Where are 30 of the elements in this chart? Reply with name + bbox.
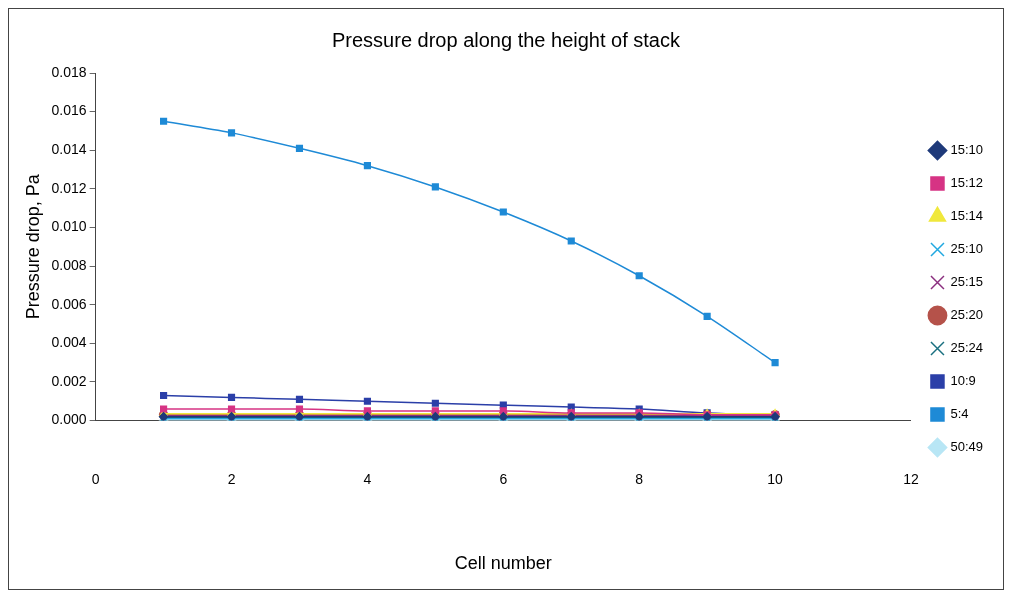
y-axis-title: Pressure drop, Pa [22, 173, 43, 320]
y-tick-label: 0.000 [51, 411, 87, 428]
legend-label: 15:12 [950, 175, 984, 191]
x-axis-title: Cell number [454, 553, 552, 574]
legend-label: 25:24 [950, 340, 984, 356]
x-tick-label: 4 [363, 470, 372, 487]
x-tick-label: 12 [903, 470, 919, 487]
y-tick-label: 0.012 [51, 179, 87, 196]
y-tick-label: 0.014 [51, 141, 87, 158]
legend-label: 10:9 [950, 373, 976, 389]
x-tick-label: 10 [767, 470, 784, 487]
y-tick-label: 0.008 [51, 256, 87, 273]
legend-label: 50:49 [950, 439, 984, 455]
x-tick-label: 6 [499, 470, 508, 487]
chart-title: Pressure drop along the height of stack [332, 28, 681, 51]
y-tick-label: 0.006 [51, 295, 87, 312]
x-tick-label: 0 [91, 470, 100, 487]
y-tick-label: 0.010 [51, 218, 87, 235]
legend-label: 25:10 [950, 241, 984, 257]
legend-label: 15:14 [950, 208, 984, 224]
y-tick-label: 0.002 [51, 372, 87, 389]
y-tick-label: 0.004 [51, 334, 87, 351]
legend-label: 25:20 [950, 307, 984, 323]
x-tick-label: 8 [635, 470, 644, 487]
y-tick-label: 0.018 [51, 63, 87, 80]
y-tick-label: 0.016 [51, 102, 87, 119]
legend-label: 25:15 [950, 274, 984, 290]
legend-label: 5:4 [950, 406, 969, 422]
x-tick-label: 2 [227, 470, 236, 487]
legend-label: 15:10 [950, 142, 984, 158]
